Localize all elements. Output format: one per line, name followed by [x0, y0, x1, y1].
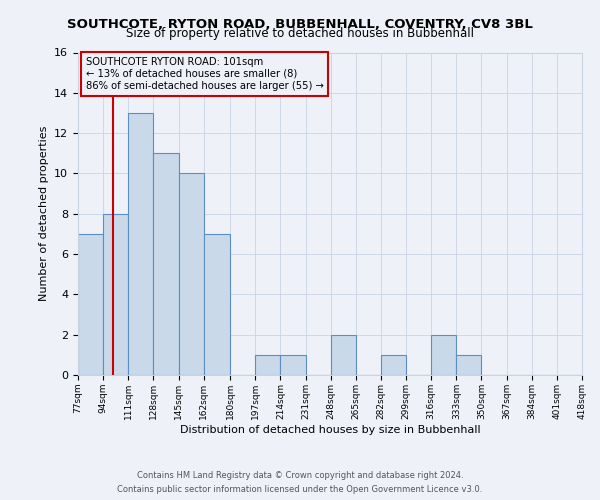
Text: SOUTHCOTE, RYTON ROAD, BUBBENHALL, COVENTRY, CV8 3BL: SOUTHCOTE, RYTON ROAD, BUBBENHALL, COVEN… [67, 18, 533, 30]
Text: Size of property relative to detached houses in Bubbenhall: Size of property relative to detached ho… [126, 28, 474, 40]
Bar [280, 355, 305, 375]
Bar [381, 355, 406, 375]
X-axis label: Distribution of detached houses by size in Bubbenhall: Distribution of detached houses by size … [179, 424, 481, 434]
Text: SOUTHCOTE RYTON ROAD: 101sqm
← 13% of detached houses are smaller (8)
86% of sem: SOUTHCOTE RYTON ROAD: 101sqm ← 13% of de… [86, 58, 323, 90]
Bar [179, 174, 203, 375]
Bar [331, 334, 356, 375]
Bar [203, 234, 230, 375]
Bar [154, 154, 179, 375]
Bar [128, 113, 154, 375]
Bar [256, 355, 280, 375]
Bar [431, 334, 457, 375]
Bar [103, 214, 128, 375]
Text: Contains HM Land Registry data © Crown copyright and database right 2024.
Contai: Contains HM Land Registry data © Crown c… [118, 472, 482, 494]
Bar [78, 234, 103, 375]
Bar [457, 355, 481, 375]
Y-axis label: Number of detached properties: Number of detached properties [38, 126, 49, 302]
